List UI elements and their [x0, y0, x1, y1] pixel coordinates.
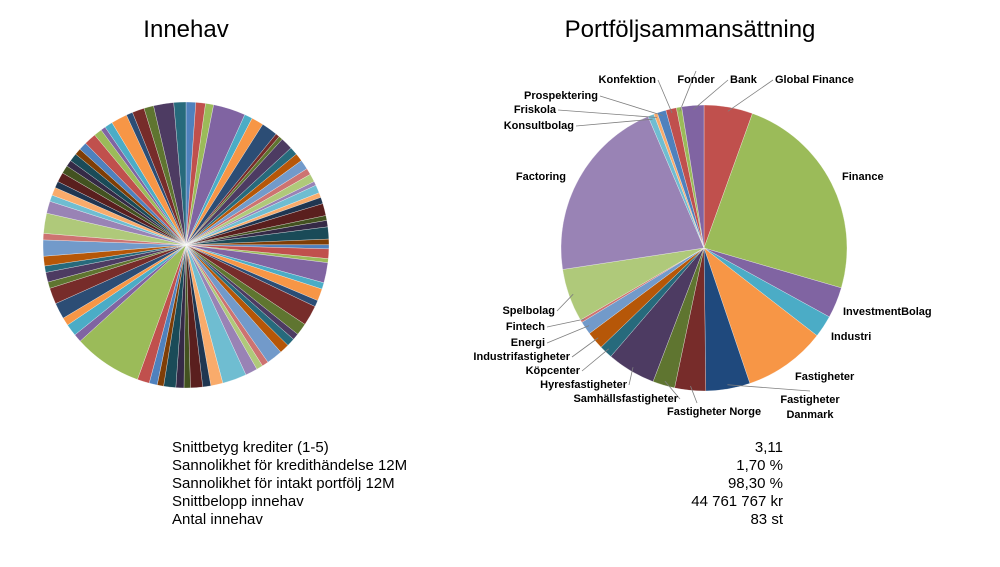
pie-slice [560, 116, 705, 270]
leader-line [657, 79, 673, 114]
pie-slice [681, 104, 705, 249]
pie-slice [703, 247, 818, 384]
leader-line [546, 318, 585, 328]
leader-line [628, 367, 634, 386]
slice-label: Global Finance [775, 74, 854, 86]
leader-line [557, 109, 658, 118]
pie-slice [703, 113, 848, 289]
slice-label: Spelbolag [502, 305, 555, 317]
leader-line [727, 384, 811, 392]
row-label: Sannolikhet för intakt portfölj 12M [172, 475, 395, 492]
slice-label: Fastigheter Danmark [780, 394, 840, 421]
slice-label: Samhällsfastigheter [573, 393, 678, 405]
row-label: Sannolikhet för kredithändelse 12M [172, 457, 408, 474]
leader-line [690, 385, 698, 404]
row-label: Snittbetyg krediter (1-5) [172, 439, 329, 456]
slice-label: Köpcenter [525, 365, 580, 377]
leader-line [575, 118, 653, 127]
leader-line [571, 337, 599, 358]
slice-label: Industri [831, 331, 872, 343]
leader-line [664, 380, 681, 400]
slice-label: Finance [842, 171, 884, 183]
leader-line [679, 70, 697, 112]
slice-label: Fintech [505, 321, 545, 333]
slice-label: Friskola [513, 104, 556, 116]
slice-label: InvestmentBolag [843, 306, 932, 318]
row-value: 44 761 767 kr [691, 493, 783, 510]
slice-label: Factoring [515, 171, 566, 183]
slice-label: Fastigheter [795, 371, 855, 383]
slice-label: Industrifastigheter [473, 351, 570, 363]
leader-line [599, 95, 663, 116]
leader-line [556, 293, 574, 312]
slice-label: Energi [510, 337, 545, 349]
slice-label: Fonder [677, 74, 715, 86]
row-label: Antal innehav [172, 511, 263, 528]
leader-line [581, 348, 609, 372]
leader-line [727, 79, 774, 112]
row-value: 98,30 % [727, 475, 783, 492]
slice-label: Bank [730, 74, 757, 86]
leader-line [692, 79, 729, 111]
pie-slice [173, 101, 187, 246]
chart-title: Innehav [143, 16, 228, 43]
slice-label: Fastigheter Norge [667, 406, 762, 418]
chart-title: Portföljsammansättning [565, 16, 816, 43]
slice-label: Konfektion [598, 74, 656, 86]
slice-label: Hyresfastigheter [540, 379, 627, 391]
row-value: 83 st [750, 511, 783, 528]
row-value: 1,70 % [736, 457, 783, 474]
leader-line [546, 325, 590, 344]
slice-label: Prospektering [524, 90, 598, 102]
row-label: Snittbelopp innehav [172, 493, 304, 510]
slice-label: Konsultbolag [503, 120, 574, 132]
row-value: 3,11 [754, 439, 783, 456]
